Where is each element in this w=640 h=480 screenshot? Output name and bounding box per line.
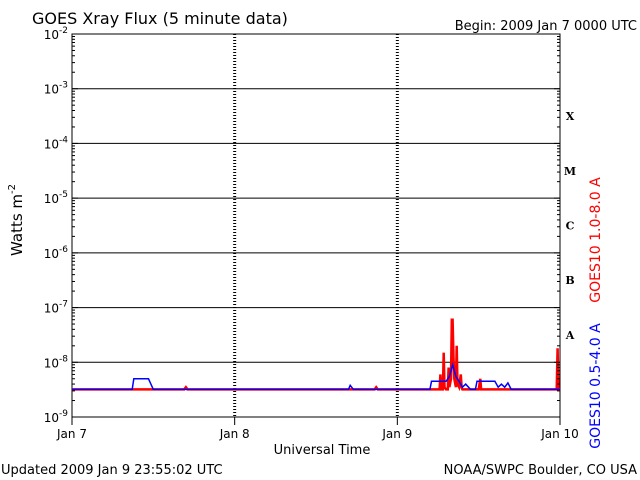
y-tick-label: 10-7 — [44, 300, 68, 316]
legend-red-label: GOES10 1.0-8.0 A — [588, 177, 604, 303]
series-line-blue — [72, 361, 560, 391]
svg-text:Watts m-2: Watts m-2 — [7, 184, 26, 256]
y-tick-label: 10-4 — [44, 135, 69, 151]
legend-series-blue: GOES10 0.5-4.0 A — [588, 323, 604, 449]
series-layer — [72, 318, 560, 392]
credit: NOAA/SWPC Boulder, CO USA — [444, 463, 637, 478]
flare-class-m: M — [564, 165, 576, 178]
x-axis-label: Universal Time — [274, 443, 371, 458]
y-tick-label: 10-6 — [44, 245, 69, 261]
x-tick-label: Jan 10 — [540, 427, 579, 441]
y-axis-label-text: Watts m — [8, 194, 26, 256]
x-tick-label: Jan 8 — [219, 427, 250, 441]
flare-class-a: A — [565, 329, 575, 342]
y-tick-label: 10-3 — [44, 81, 68, 97]
legend-blue-label: GOES10 0.5-4.0 A — [588, 323, 604, 449]
y-tick-label: 10-5 — [44, 190, 68, 206]
flare-class-c: C — [566, 220, 575, 233]
y-tick-label: 10-9 — [44, 409, 69, 425]
flare-class-labels: A B C M X — [564, 110, 576, 342]
begin-date: Begin: 2009 Jan 7 0000 UTC — [455, 19, 637, 34]
flare-class-x: X — [566, 110, 575, 123]
updated-time: Updated 2009 Jan 9 23:55:02 UTC — [1, 463, 223, 478]
legend-series-red: GOES10 1.0-8.0 A — [588, 177, 604, 303]
chart-title: GOES Xray Flux (5 minute data) — [32, 9, 288, 28]
x-axis: Jan 7 Jan 8 Jan 9 Jan 10 — [56, 417, 579, 441]
x-tick-label: Jan 7 — [56, 427, 87, 441]
flare-class-b: B — [565, 274, 574, 287]
x-tick-label: Jan 9 — [381, 427, 412, 441]
y-axis: 10-9 10-8 10-7 10-6 10-5 10-4 10-3 10-2 — [44, 26, 560, 425]
y-axis-label-sup: -2 — [7, 184, 18, 194]
grid-layer — [72, 34, 560, 417]
y-tick-label: 10-8 — [44, 354, 69, 370]
y-tick-label: 10-2 — [44, 26, 68, 42]
plot-frame — [71, 33, 561, 418]
y-axis-label: Watts m-2 — [7, 184, 26, 256]
